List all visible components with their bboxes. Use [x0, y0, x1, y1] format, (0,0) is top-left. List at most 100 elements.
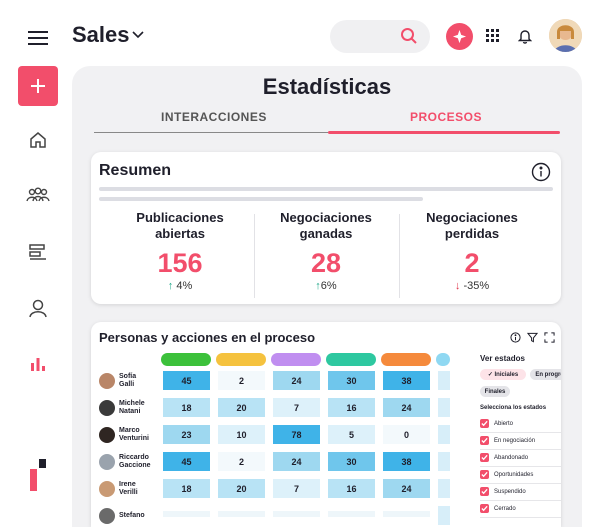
checkbox-checked-icon[interactable] [480, 419, 489, 428]
table-cell[interactable]: 24 [273, 371, 320, 390]
bell-icon[interactable] [517, 28, 533, 49]
row-person[interactable]: Irene Verilli [99, 481, 138, 497]
app-title[interactable]: Sales [72, 22, 130, 47]
divider [480, 449, 561, 450]
home-icon[interactable] [18, 120, 58, 160]
page-title: Estadísticas [262, 74, 392, 99]
checkbox-checked-icon[interactable] [480, 470, 489, 479]
pipeline-icon[interactable] [18, 232, 58, 272]
table-cell[interactable] [438, 398, 450, 417]
filter-icon[interactable] [527, 332, 538, 343]
pill-en-progreso[interactable]: En progreso [530, 369, 561, 380]
stat-change: ↑6% [315, 280, 337, 292]
stage-chip [436, 353, 450, 366]
table-cell[interactable]: 23 [163, 425, 210, 444]
menu-icon[interactable] [18, 18, 58, 58]
table-cell[interactable]: 30 [328, 452, 375, 471]
table-cell[interactable] [438, 452, 450, 471]
statistics-panel: Estadísticas INTERACCIONES PROCESOS Resu… [72, 66, 582, 527]
table-cell[interactable]: 24 [383, 479, 430, 498]
checkbox-checked-icon[interactable] [480, 453, 489, 462]
table-cell[interactable]: 45 [163, 452, 210, 471]
table-cell[interactable]: 78 [273, 425, 320, 444]
row-person[interactable]: Riccardo Gaccione [99, 454, 151, 470]
table-cell[interactable]: 7 [273, 479, 320, 498]
checkbox-checked-icon[interactable] [480, 487, 489, 496]
table-cell[interactable] [438, 506, 450, 525]
summary-title: Resumen [99, 162, 172, 179]
table-cell[interactable] [273, 511, 320, 517]
state-checkbox[interactable]: Abierto [480, 419, 513, 428]
row-person[interactable]: Michele Natani [99, 400, 145, 416]
divider [480, 483, 561, 484]
pill-iniciales[interactable]: ✓ Iniciales [480, 369, 526, 380]
contacts-icon[interactable] [18, 176, 58, 216]
table-cell[interactable]: 38 [383, 371, 430, 390]
table-cell[interactable]: 16 [328, 398, 375, 417]
table-cell[interactable]: 10 [218, 425, 265, 444]
row-person[interactable]: Stefano [99, 508, 145, 524]
chevron-down-icon[interactable] [132, 26, 144, 44]
stat-label: Publicaciones abiertas [136, 210, 224, 241]
arrow-down-icon: ↓ [454, 280, 461, 292]
table-cell[interactable]: 24 [383, 398, 430, 417]
search-input[interactable] [330, 20, 430, 53]
table-cell[interactable]: 45 [163, 371, 210, 390]
divider [480, 517, 561, 518]
stage-chip [161, 353, 211, 366]
table-cell[interactable] [438, 425, 450, 444]
user-icon[interactable] [18, 288, 58, 328]
table-cell[interactable]: 16 [328, 479, 375, 498]
select-states-title: Selecciona los estados [480, 405, 547, 411]
stats-icon[interactable] [18, 344, 58, 384]
states-title: Ver estados [480, 354, 525, 363]
stat-open-posts: Publicaciones abiertas 156 ↑ 4% [107, 210, 253, 292]
checkbox-checked-icon[interactable] [480, 436, 489, 445]
table-cell[interactable] [383, 511, 430, 517]
divider [399, 214, 400, 298]
state-checkbox[interactable]: En negociación [480, 436, 535, 445]
tab-underline [94, 132, 328, 133]
brand-logo [18, 455, 58, 495]
table-cell[interactable]: 38 [383, 452, 430, 471]
info-icon[interactable] [510, 332, 521, 343]
avatar[interactable] [549, 19, 582, 52]
state-checkbox[interactable]: Cerrado [480, 504, 516, 513]
table-cell[interactable]: 0 [383, 425, 430, 444]
checkbox-checked-icon[interactable] [480, 504, 489, 513]
stat-value: 2 [464, 248, 480, 278]
state-checkbox[interactable]: Suspendido [480, 487, 526, 496]
table-cell[interactable]: 18 [163, 479, 210, 498]
pill-finales[interactable]: Finales [480, 386, 510, 397]
table-cell[interactable] [438, 479, 450, 498]
state-checkbox[interactable]: Oportunidades [480, 470, 533, 479]
table-cell[interactable]: 24 [273, 452, 320, 471]
row-person[interactable]: Sofía Galli [99, 373, 136, 389]
expand-icon[interactable] [544, 332, 555, 343]
table-cell[interactable]: 5 [328, 425, 375, 444]
table-cell[interactable]: 30 [328, 371, 375, 390]
tab-procesos[interactable]: PROCESOS [410, 110, 483, 124]
state-checkbox[interactable]: Abandonado [480, 453, 528, 462]
row-person[interactable]: Marco Venturini [99, 427, 149, 443]
search-icon[interactable] [400, 27, 418, 45]
apps-grid-icon[interactable] [486, 29, 499, 47]
table-cell[interactable]: 2 [218, 452, 265, 471]
table-cell[interactable]: 20 [218, 398, 265, 417]
divider [480, 432, 561, 433]
table-cell[interactable] [218, 511, 265, 517]
person-name: Michele Natani [119, 400, 145, 415]
sparkle-icon[interactable] [446, 23, 473, 50]
table-cell[interactable]: 2 [218, 371, 265, 390]
table-cell[interactable]: 18 [163, 398, 210, 417]
avatar [99, 454, 115, 470]
tab-interacciones[interactable]: INTERACCIONES [161, 110, 267, 124]
table-cell[interactable] [163, 511, 210, 517]
table-cell[interactable]: 20 [218, 479, 265, 498]
table-cell[interactable] [438, 371, 450, 390]
table-cell[interactable]: 7 [273, 398, 320, 417]
person-name: Sofía Galli [119, 373, 137, 388]
add-button[interactable] [18, 66, 58, 106]
table-cell[interactable] [328, 511, 375, 517]
info-icon[interactable] [531, 162, 551, 187]
